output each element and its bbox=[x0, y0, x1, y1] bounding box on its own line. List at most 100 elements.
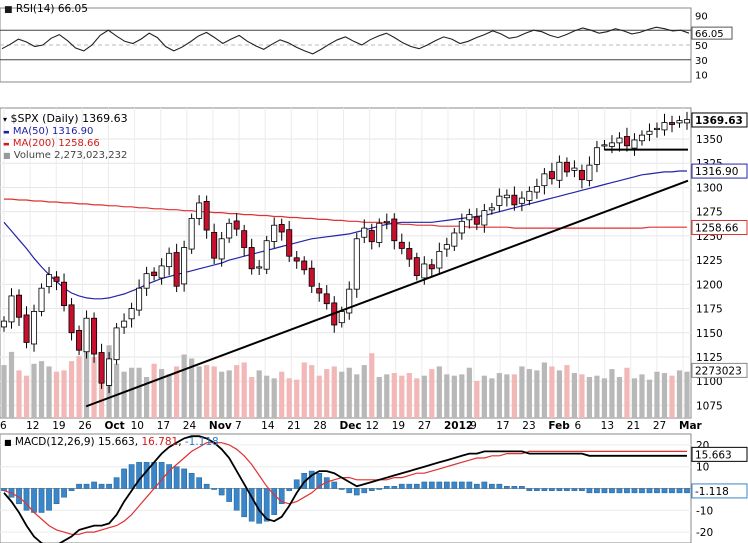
macd-histogram-bar bbox=[631, 488, 638, 494]
volume-tag-box bbox=[691, 362, 748, 378]
volume-bar bbox=[1, 365, 7, 418]
candle-body bbox=[151, 271, 158, 276]
ma50-tag-box bbox=[691, 163, 748, 179]
volume-bar bbox=[16, 370, 22, 418]
macd-histogram-bar bbox=[23, 488, 30, 511]
volume-bar bbox=[128, 367, 135, 418]
macd-histogram-bar bbox=[496, 483, 503, 489]
macd-histogram-bar bbox=[106, 483, 112, 489]
candle-body bbox=[181, 247, 188, 285]
volume-value: 2,273,023,232 bbox=[54, 150, 128, 161]
ma50-marker-icon: ▬ bbox=[3, 128, 10, 136]
volume-label: Volume bbox=[13, 150, 51, 161]
volume-bar bbox=[113, 363, 120, 418]
candle-body bbox=[646, 130, 653, 135]
candle-body bbox=[458, 220, 465, 234]
candle-body bbox=[301, 260, 308, 271]
volume-bar bbox=[256, 370, 262, 418]
volume-bar bbox=[534, 370, 540, 418]
candle-body bbox=[173, 252, 180, 287]
volume-bar bbox=[661, 373, 668, 418]
macd-histogram-bar bbox=[136, 462, 142, 489]
volume-bar bbox=[301, 362, 307, 418]
x-axis-label: 23 bbox=[522, 420, 535, 432]
macd-histogram-bar bbox=[31, 488, 37, 513]
volume-bar bbox=[609, 369, 615, 418]
macd-histogram-bar bbox=[188, 472, 195, 489]
volume-bar bbox=[211, 366, 217, 418]
candle-body bbox=[308, 267, 315, 287]
price-tick-label: 1175 bbox=[696, 304, 723, 316]
macd-histogram-bar bbox=[406, 483, 413, 489]
macd-histogram-bar bbox=[196, 477, 202, 489]
macd-histogram-bar bbox=[53, 488, 60, 505]
macd-histogram-bar bbox=[519, 486, 525, 489]
rsi-tick-label: 10 bbox=[695, 71, 708, 82]
rsi-panel: 907050301066.05 bbox=[0, 7, 733, 83]
volume-tag: 2273023 bbox=[695, 365, 742, 377]
candle-body bbox=[61, 281, 68, 307]
macd-signal-value: 16.781 bbox=[141, 436, 179, 448]
volume-bar bbox=[459, 374, 465, 418]
macd-histogram-bar bbox=[571, 488, 578, 491]
volume-bar bbox=[639, 374, 645, 418]
macd-histogram-bar bbox=[481, 481, 488, 489]
volume-bar bbox=[624, 367, 630, 418]
candle-body bbox=[338, 311, 345, 324]
macd-histogram-bar bbox=[564, 488, 570, 491]
symbol-legend-row: ▾ $SPX (Daily) 1369.63 bbox=[3, 112, 128, 125]
candle-body bbox=[8, 295, 15, 323]
volume-bar bbox=[421, 375, 427, 418]
volume-bar bbox=[23, 375, 30, 418]
candle-body bbox=[496, 195, 503, 206]
macd-tick-label: 10 bbox=[696, 462, 709, 474]
candle-body bbox=[383, 220, 390, 223]
volume-bar bbox=[249, 377, 255, 418]
candle-body bbox=[263, 240, 270, 270]
candle-body bbox=[391, 218, 398, 242]
candle-body bbox=[563, 161, 570, 173]
candle-body bbox=[473, 216, 480, 225]
volume-bar bbox=[564, 365, 570, 418]
volume-bar bbox=[406, 373, 412, 418]
macd-histogram-bar bbox=[413, 483, 420, 489]
macd-legend: ■ MACD(12,26,9) 15.663, 16.781, -1.118 bbox=[4, 436, 219, 448]
macd-histogram-bar bbox=[443, 481, 450, 489]
candle-body bbox=[638, 134, 645, 142]
candle-body bbox=[226, 222, 233, 239]
candle-body bbox=[16, 294, 23, 318]
x-axis-label: 7 bbox=[235, 420, 242, 432]
x-axis-label: 14 bbox=[261, 420, 275, 432]
candle-body bbox=[661, 122, 668, 131]
candle-body bbox=[556, 161, 563, 181]
macd-histogram-bar bbox=[346, 488, 353, 494]
volume-bar bbox=[571, 373, 578, 418]
macd-histogram-bar bbox=[398, 483, 405, 489]
candle-body bbox=[586, 164, 593, 181]
volume-bar bbox=[489, 378, 495, 418]
x-axis-label: 2012 bbox=[444, 420, 473, 432]
candle-body bbox=[488, 207, 495, 211]
candle-body bbox=[143, 273, 150, 289]
x-axis-label: 27 bbox=[653, 420, 666, 432]
ma50-tag: 1316.90 bbox=[695, 166, 738, 178]
macd-histogram-bar bbox=[38, 488, 45, 513]
volume-bar bbox=[579, 374, 585, 418]
candle-body bbox=[188, 218, 195, 250]
macd-histogram-bar bbox=[278, 488, 285, 505]
candle-body bbox=[653, 127, 660, 130]
price-tick-label: 1350 bbox=[696, 134, 723, 146]
candle-body bbox=[571, 167, 578, 171]
candle-body bbox=[158, 265, 165, 279]
x-axis-label: 12 bbox=[26, 420, 39, 432]
volume-bar bbox=[174, 366, 180, 418]
candle-body bbox=[398, 241, 405, 249]
candle-body bbox=[526, 190, 533, 201]
volume-bar bbox=[234, 365, 240, 418]
symbol-last-value: 1369.63 bbox=[82, 112, 128, 125]
rsi-tick-label: 90 bbox=[695, 11, 708, 22]
macd-histogram-bar bbox=[68, 488, 75, 491]
candle-body bbox=[248, 247, 255, 270]
macd-histogram-bar bbox=[211, 488, 218, 490]
macd-histogram-bar bbox=[83, 483, 90, 489]
